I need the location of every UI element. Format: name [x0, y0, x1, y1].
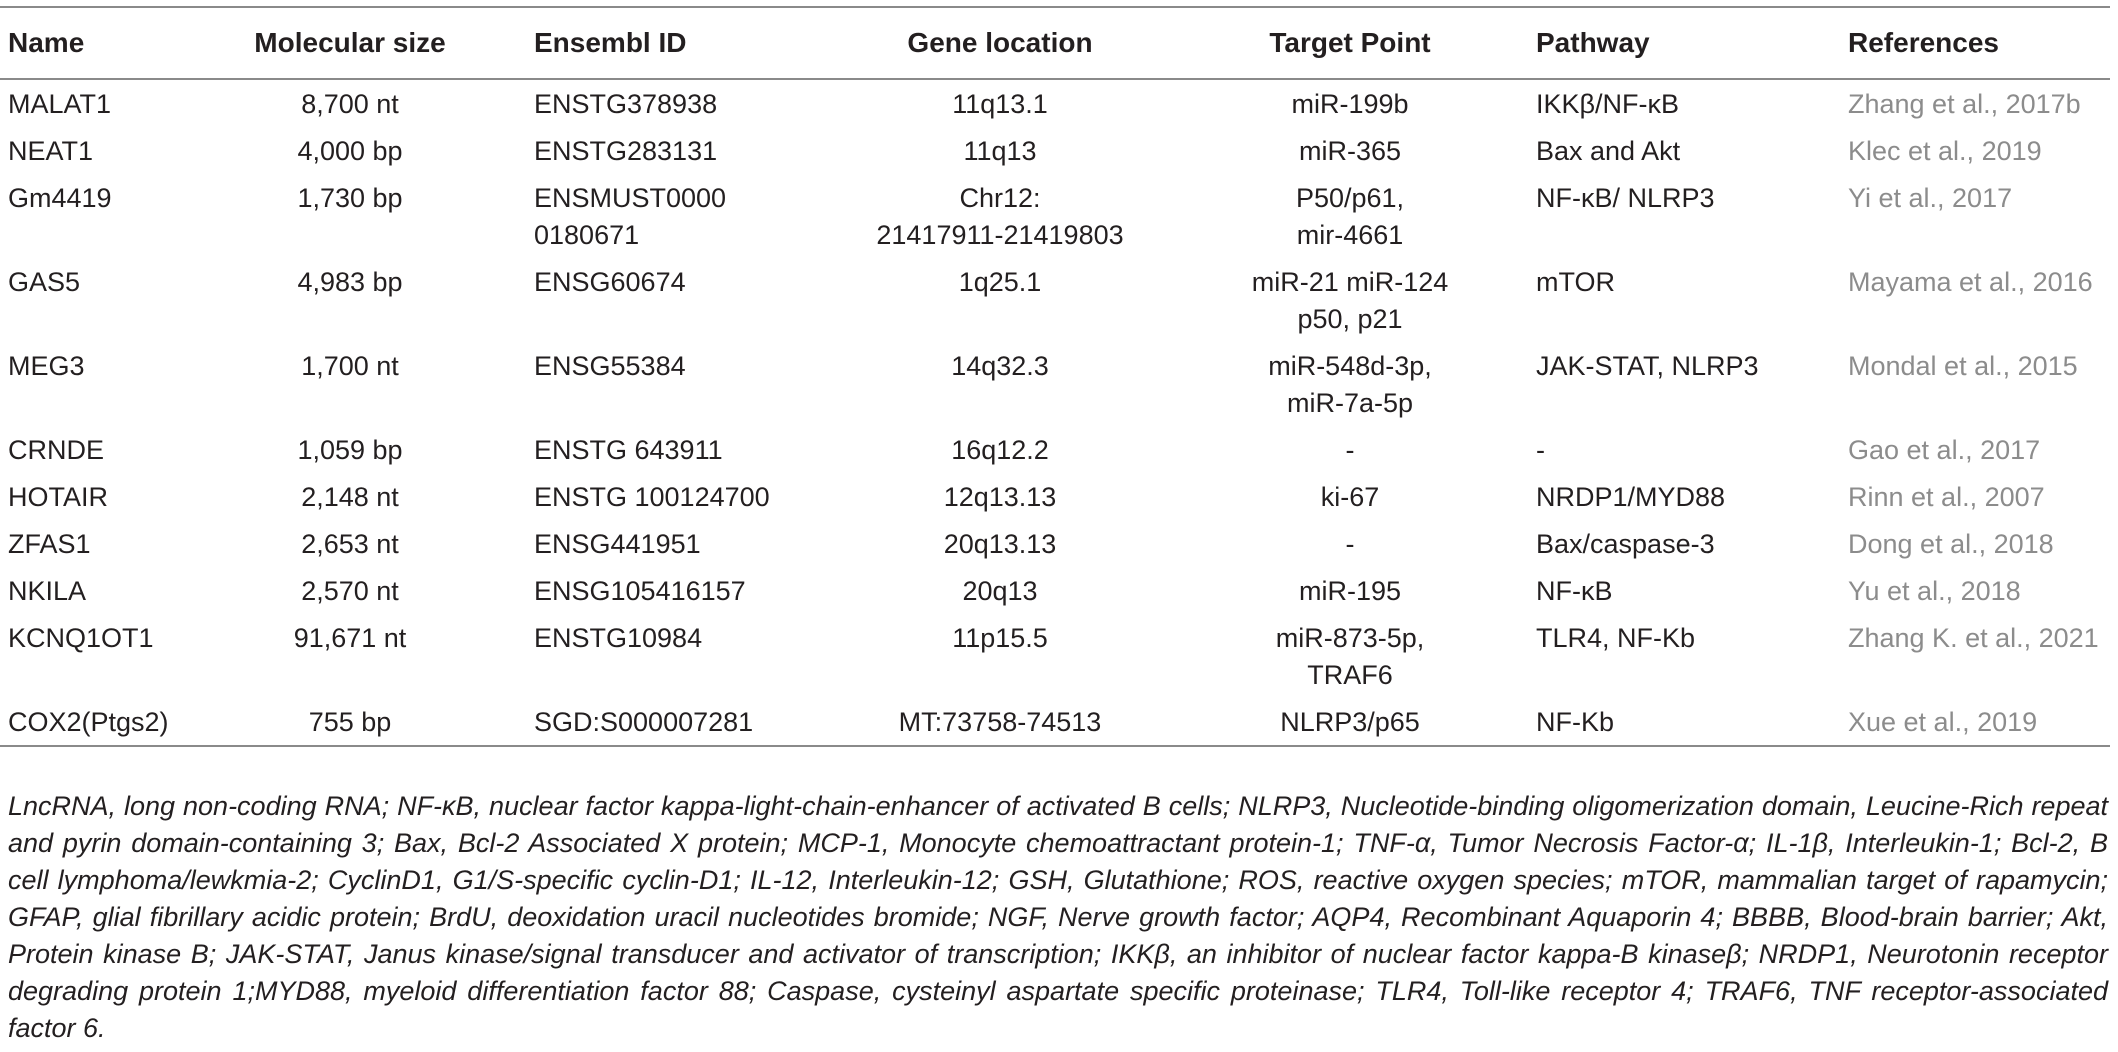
- cell-name: CRNDE: [8, 435, 105, 465]
- cell-ensembl-id: ENSG441951: [534, 529, 701, 559]
- cell-ensembl-id: ENSTG 643911: [534, 435, 723, 465]
- table-row: COX2(Ptgs2) 755 bp SGD:S000007281 MT:73758-…: [0, 698, 2110, 746]
- cell-reference: Zhang K. et al., 2021: [1848, 623, 2099, 653]
- cell-name: MEG3: [8, 351, 85, 381]
- cell-name: NEAT1: [8, 136, 94, 166]
- table-row: CRNDE 1,059 bp ENSTG 643911 16q12.2 - - Gao et…: [0, 426, 2110, 473]
- cell-reference: Mondal et al., 2015: [1848, 351, 2078, 381]
- cell-pathway: NF-Kb: [1536, 707, 1615, 737]
- header-pathway: Pathway: [1536, 27, 1650, 58]
- table-row: MALAT1 8,700 nt ENSTG378938 11q13.1 miR-199b…: [0, 79, 2110, 127]
- cell-reference: Rinn et al., 2007: [1848, 482, 2045, 512]
- cell-name: Gm4419: [8, 183, 112, 213]
- cell-target-point: P50/p61, mir-4661: [1295, 183, 1405, 250]
- cell-target-point: NLRP3/p65: [1280, 707, 1420, 737]
- table-row: MEG3 1,700 nt ENSG55384 14q32.3 miR-548d-3p,…: [0, 342, 2110, 426]
- cell-gene-location: 1q25.1: [958, 267, 1042, 297]
- cell-gene-location: 11q13.1: [952, 89, 1048, 119]
- cell-target-point: miR-548d-3p, miR-7a-5p: [1268, 351, 1432, 418]
- cell-ensembl-id: ENSTG283131: [534, 136, 718, 166]
- cell-molecular-size: 2,570 nt: [301, 576, 399, 606]
- header-target-point: Target Point: [1269, 27, 1431, 58]
- cell-pathway: JAK-STAT, NLRP3: [1536, 351, 1759, 381]
- cell-molecular-size: 2,653 nt: [301, 529, 399, 559]
- cell-gene-location: MT:73758-74513: [898, 707, 1102, 737]
- cell-name: NKILA: [8, 576, 87, 606]
- lncrna-table: Name Molecular size Ensembl ID Gene loca…: [0, 6, 2110, 747]
- cell-molecular-size: 2,148 nt: [301, 482, 399, 512]
- cell-target-point: miR-365: [1298, 136, 1402, 166]
- table-row: ZFAS1 2,653 nt ENSG441951 20q13.13 - Bax/casp…: [0, 520, 2110, 567]
- table-row: HOTAIR 2,148 nt ENSTG 100124700 12q13.13 ki-…: [0, 473, 2110, 520]
- table-header-row: Name Molecular size Ensembl ID Gene loca…: [0, 7, 2110, 79]
- cell-target-point: miR-21 miR-124 p50, p21: [1251, 267, 1449, 334]
- table-row: NKILA 2,570 nt ENSG105416157 20q13 miR-195 NF…: [0, 567, 2110, 614]
- cell-pathway: IKKβ/NF-κB: [1536, 89, 1680, 119]
- table-row: GAS5 4,983 bp ENSG60674 1q25.1 miR-21 miR-12…: [0, 258, 2110, 342]
- header-name: Name: [8, 27, 85, 58]
- cell-reference: Dong et al., 2018: [1848, 529, 2054, 559]
- cell-molecular-size: 1,730 bp: [297, 183, 403, 213]
- cell-reference: Gao et al., 2017: [1848, 435, 2041, 465]
- cell-ensembl-id: ENSG105416157: [534, 576, 746, 606]
- cell-pathway: -: [1536, 435, 1545, 465]
- cell-gene-location: 11p15.5: [952, 623, 1048, 653]
- cell-reference: Mayama et al., 2016: [1848, 267, 2093, 297]
- cell-gene-location: 14q32.3: [951, 351, 1049, 381]
- cell-pathway: Bax/caspase-3: [1536, 529, 1715, 559]
- cell-gene-location: 20q13: [962, 576, 1038, 606]
- cell-reference: Xue et al., 2019: [1848, 707, 2038, 737]
- cell-molecular-size: 1,059 bp: [297, 435, 403, 465]
- cell-name: GAS5: [8, 267, 81, 297]
- cell-molecular-size: 755 bp: [308, 707, 392, 737]
- cell-target-point: miR-195: [1298, 576, 1402, 606]
- cell-ensembl-id: ENSMUST0000 0180671: [534, 183, 727, 250]
- table-row: Gm4419 1,730 bp ENSMUST0000 0180671 Chr12: 21…: [0, 174, 2110, 258]
- cell-molecular-size: 8,700 nt: [301, 89, 399, 119]
- table-row: KCNQ1OT1 91,671 nt ENSTG10984 11p15.5 miR-87…: [0, 614, 2110, 698]
- cell-name: ZFAS1: [8, 529, 91, 559]
- cell-molecular-size: 1,700 nt: [301, 351, 399, 381]
- table-footnote: LncRNA, long non-coding RNA; NF-κB, nucl…: [8, 791, 2108, 1043]
- cell-ensembl-id: ENSTG378938: [534, 89, 718, 119]
- cell-gene-location: Chr12: 21417911-21419803: [876, 183, 1124, 250]
- cell-name: COX2(Ptgs2): [8, 707, 169, 737]
- cell-pathway: mTOR: [1536, 267, 1615, 297]
- cell-molecular-size: 4,000 bp: [297, 136, 403, 166]
- cell-target-point: miR-199b: [1291, 89, 1409, 119]
- header-molecular-size: Molecular size: [254, 27, 446, 58]
- cell-ensembl-id: SGD:S000007281: [534, 707, 754, 737]
- cell-pathway: TLR4, NF-Kb: [1536, 623, 1696, 653]
- cell-ensembl-id: ENSG60674: [534, 267, 686, 297]
- header-gene-location: Gene location: [907, 27, 1093, 58]
- cell-reference: Yi et al., 2017: [1848, 183, 2013, 213]
- cell-reference: Zhang et al., 2017b: [1848, 89, 2081, 119]
- cell-target-point: -: [1345, 435, 1355, 465]
- cell-pathway: NF-κB/ NLRP3: [1536, 183, 1715, 213]
- header-ensembl-id: Ensembl ID: [534, 27, 687, 58]
- cell-gene-location: 12q13.13: [943, 482, 1057, 512]
- cell-gene-location: 20q13.13: [943, 529, 1057, 559]
- cell-molecular-size: 91,671 nt: [293, 623, 407, 653]
- cell-ensembl-id: ENSTG10984: [534, 623, 703, 653]
- cell-molecular-size: 4,983 bp: [297, 267, 403, 297]
- cell-target-point: -: [1345, 529, 1355, 559]
- cell-target-point: miR-873-5p, TRAF6: [1275, 623, 1425, 690]
- cell-pathway: NF-κB: [1536, 576, 1613, 606]
- cell-reference: Yu et al., 2018: [1848, 576, 2021, 606]
- cell-name: HOTAIR: [8, 482, 108, 512]
- cell-name: MALAT1: [8, 89, 112, 119]
- cell-target-point: ki-67: [1320, 482, 1380, 512]
- cell-gene-location: 16q12.2: [951, 435, 1049, 465]
- cell-ensembl-id: ENSG55384: [534, 351, 686, 381]
- cell-pathway: NRDP1/MYD88: [1536, 482, 1726, 512]
- cell-gene-location: 11q13: [963, 136, 1037, 166]
- cell-pathway: Bax and Akt: [1536, 136, 1681, 166]
- cell-reference: Klec et al., 2019: [1848, 136, 2042, 166]
- table-row: NEAT1 4,000 bp ENSTG283131 11q13 miR-365 Bax …: [0, 127, 2110, 174]
- cell-ensembl-id: ENSTG 100124700: [534, 482, 770, 512]
- header-references: References: [1848, 27, 1999, 58]
- cell-name: KCNQ1OT1: [8, 623, 154, 653]
